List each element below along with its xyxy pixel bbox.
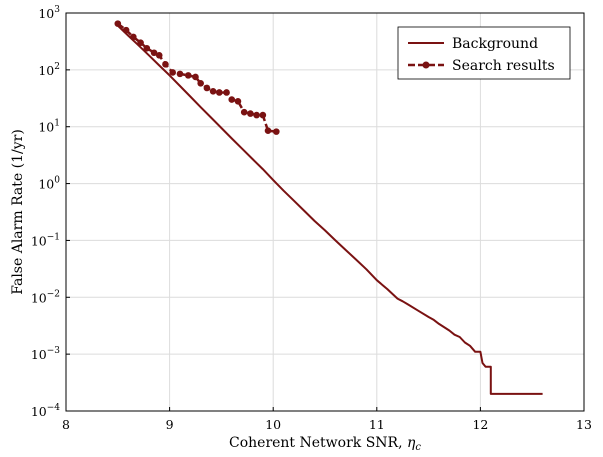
series-point-1-0 (114, 20, 122, 27)
series-point-1-9 (176, 70, 184, 78)
y-tick-label-7: 10−4 (31, 403, 60, 419)
series-line-0 (117, 24, 543, 395)
series-point-1-20 (247, 110, 254, 117)
series-point-1-12 (197, 80, 204, 87)
x-tick-label-1: 9 (166, 417, 174, 432)
legend-marker-search-results (422, 61, 430, 69)
series-point-1-17 (228, 96, 236, 103)
x-tick-label-4: 12 (472, 417, 488, 432)
series-point-1-21 (253, 111, 260, 119)
x-axis-label-symbol: η (407, 435, 416, 451)
y-tick-label-0: 103 (38, 5, 60, 21)
series-point-1-5 (150, 49, 158, 57)
y-tick-label-5: 10−2 (31, 289, 60, 305)
series-point-1-15 (216, 89, 223, 96)
series-point-1-14 (209, 87, 217, 95)
tick-labels: 8 9 10 11 12 13 103 102 101 100 10−1 10−2 10−3 10−4 (31, 5, 592, 432)
series-point-1-6 (155, 52, 163, 59)
x-tick-label-3: 11 (369, 417, 385, 432)
series-point-1-23 (264, 127, 272, 135)
y-axis-label: False Alarm Rate (1/yr) (10, 129, 26, 295)
plot-frame (65, 12, 585, 412)
legend: Background Search results (397, 26, 571, 80)
series-point-1-24 (273, 128, 280, 135)
series-point-1-13 (203, 84, 211, 92)
y-tick-label-6: 10−3 (31, 346, 60, 362)
y-tick-label-1: 102 (38, 62, 60, 78)
y-tick-label-2: 101 (38, 119, 60, 135)
series-point-1-22 (259, 111, 267, 119)
x-tick-label-5: 13 (576, 417, 592, 432)
y-tick-label-4: 10−1 (31, 232, 60, 248)
x-axis-label-text: Coherent Network SNR, (229, 435, 407, 451)
legend-label-search-results: Search results (452, 58, 555, 74)
series-point-1-1 (122, 26, 130, 34)
legend-box (397, 26, 571, 80)
x-tick-label-2: 10 (265, 417, 281, 432)
series-point-1-7 (162, 61, 169, 68)
series-point-1-2 (130, 33, 137, 41)
series-point-1-4 (143, 44, 151, 52)
series-point-1-8 (169, 69, 177, 76)
series-point-1-3 (137, 39, 144, 47)
series-point-1-19 (240, 108, 248, 116)
legend-label-background: Background (452, 36, 538, 52)
series-point-1-10 (184, 72, 192, 79)
x-tick-label-0: 8 (62, 417, 70, 432)
y-tick-label-3: 100 (38, 176, 60, 192)
series-point-1-16 (223, 89, 230, 96)
series-point-1-11 (192, 73, 199, 81)
series-point-1-18 (234, 97, 242, 105)
series-layer (114, 20, 543, 395)
x-axis-label-subscript: c (415, 442, 421, 452)
x-axis-label: Coherent Network SNR, ηc (229, 435, 421, 452)
